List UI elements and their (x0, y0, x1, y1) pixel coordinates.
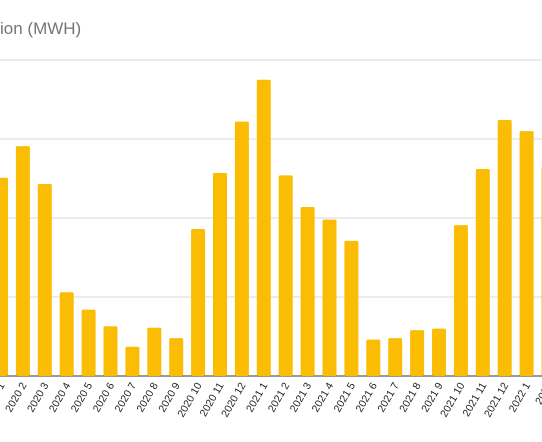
bar (410, 330, 425, 376)
bar (432, 328, 446, 376)
bar (103, 326, 118, 376)
bar (278, 175, 293, 376)
bar (300, 206, 315, 376)
gridlines (0, 59, 542, 377)
bar (388, 338, 403, 376)
bar (81, 309, 96, 376)
bar (59, 292, 74, 376)
bar (234, 121, 249, 377)
bar (169, 338, 184, 376)
bars (0, 79, 542, 377)
bar (256, 79, 271, 376)
bar (475, 169, 490, 376)
bar (213, 172, 227, 376)
bar (191, 229, 206, 376)
bar (322, 219, 337, 376)
bar (519, 131, 534, 376)
bar (147, 327, 162, 376)
bar (344, 240, 359, 376)
chart-title: ion (MWH) (0, 19, 82, 38)
x-tick-label: 2022 (533, 380, 542, 406)
bar (366, 339, 381, 376)
bar (37, 184, 52, 376)
bar (453, 225, 468, 376)
x-tick-label: 2022 1 (507, 380, 534, 414)
bar (0, 177, 8, 376)
bar (15, 146, 30, 376)
bar (125, 346, 140, 376)
bar (497, 120, 512, 376)
